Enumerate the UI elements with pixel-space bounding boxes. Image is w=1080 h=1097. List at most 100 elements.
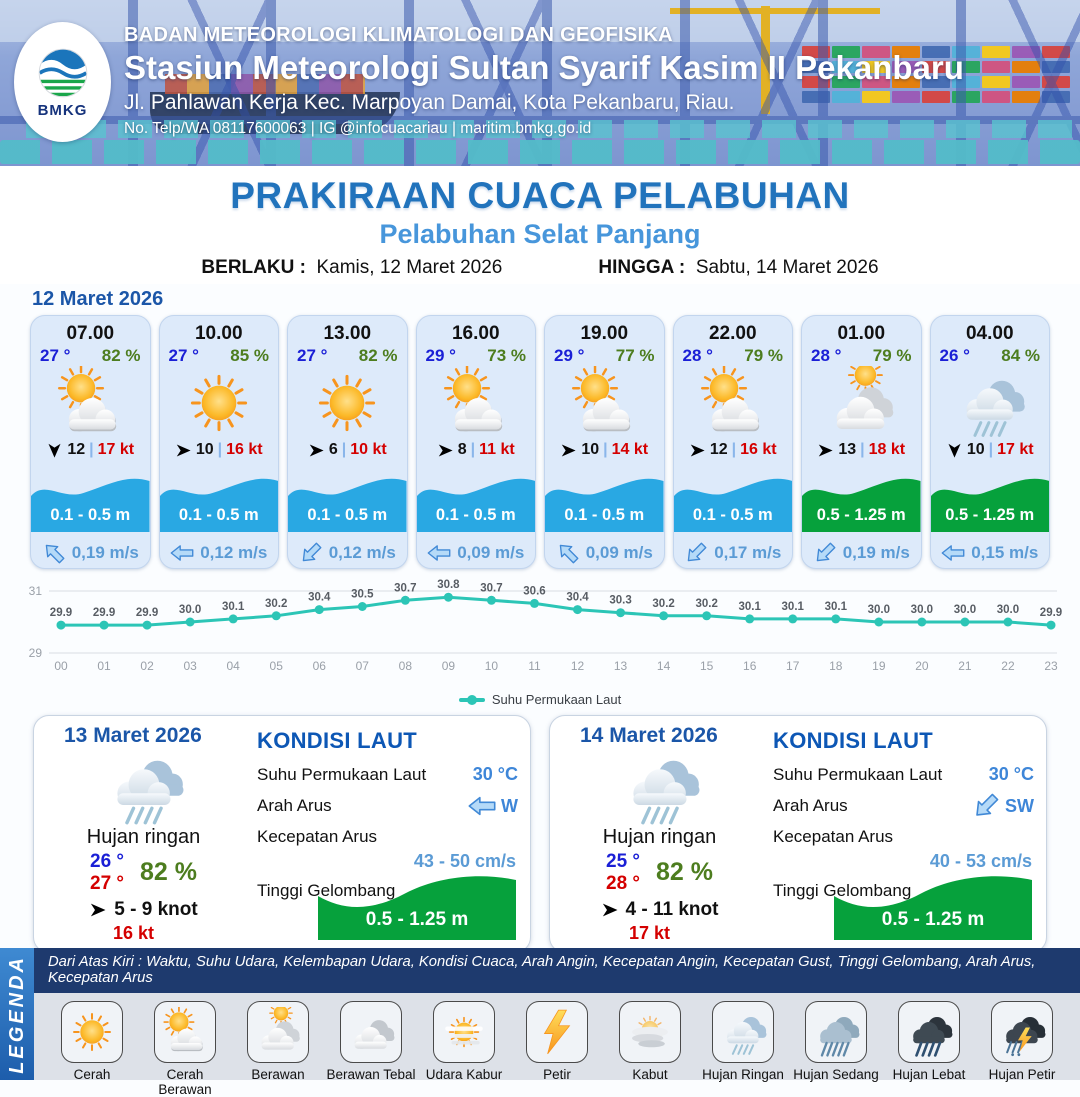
berlaku: BERLAKU : Kamis, 12 Maret 2026 (201, 257, 502, 279)
sst-chart-section: 31 29 29.9 00 29.9 01 29.9 02 30.0 03 30.1 04 30.2 05… (0, 569, 1080, 707)
current-direction-label: Arah Arus (257, 796, 332, 815)
agency-name: BADAN METEOROLOGI KLIMATOLOGI DAN GEOFIS… (124, 24, 673, 46)
wave-shape (930, 478, 1049, 532)
wind-speed: 12 (709, 441, 728, 458)
forecast-card: 19.00 29 ° 77 % 10 | 14 kt 0.1 - 0.5 m 0… (544, 315, 665, 569)
wind-direction-icon (437, 442, 454, 459)
current-direction-label: Arah Arus (773, 796, 848, 815)
temp-max: 27 ° (90, 872, 125, 894)
separator: | (603, 441, 608, 458)
legend-icon-box (340, 1001, 402, 1063)
humidity: 77 % (615, 346, 655, 365)
weather-icon (346, 1007, 396, 1057)
temp-humidity-row: 27 ° 82 % (31, 346, 150, 366)
weather-icon (310, 366, 384, 440)
wave-height-band: 0.1 - 0.5 m (416, 470, 535, 532)
svg-text:21: 21 (958, 659, 972, 673)
wind-direction-icon (89, 901, 107, 919)
wave-height: 0.1 - 0.5 m (435, 506, 516, 524)
current-direction-icon (295, 537, 326, 568)
svg-text:19: 19 (872, 659, 886, 673)
air-temperature: 29 ° (554, 346, 585, 365)
current-row: 0,09 m/s (545, 543, 664, 563)
current-direction-icon (941, 543, 965, 563)
gust-speed: 16 kt (112, 922, 155, 943)
wave-height-row: Tinggi Gelombang (773, 881, 1034, 901)
current-speed-label: Kecepatan Arus (773, 827, 894, 846)
current-direction-icon (681, 537, 712, 568)
forecast-card: 16.00 29 ° 73 % 8 | 11 kt 0.1 - 0.5 m 0,… (415, 315, 536, 569)
legend-marker-icon (458, 694, 485, 705)
title-section: PRAKIRAAN CUACA PELABUHAN Pelabuhan Sela… (0, 166, 1080, 284)
current-speed: 0,12 m/s (200, 543, 268, 562)
svg-text:02: 02 (140, 659, 154, 673)
svg-text:30.2: 30.2 (695, 598, 717, 610)
legend-title: LEGENDA (5, 954, 28, 1074)
svg-text:11: 11 (528, 659, 541, 673)
forecast-time: 22.00 (708, 323, 757, 344)
gust-speed: 17 kt (97, 441, 135, 458)
legend-icon-box (154, 1001, 216, 1063)
forecast-time: 13.00 (323, 323, 372, 344)
humidity: 82 % (101, 346, 141, 365)
current-speed: 0,09 m/s (585, 543, 653, 562)
current-speed: 0,12 m/s (328, 543, 396, 562)
legend-item-label: Cerah (73, 1067, 111, 1082)
legend-items: Cerah Cerah Berawan Berawan Berawan Teba… (34, 993, 1080, 1097)
wind-speed: 10 (195, 441, 214, 458)
temp-humidity-row: 28 ° 79 % (674, 346, 793, 366)
svg-text:15: 15 (700, 659, 714, 673)
separator: | (470, 441, 476, 458)
weather-icon (160, 1007, 210, 1057)
svg-text:30.4: 30.4 (308, 592, 331, 604)
weather-icon (98, 744, 190, 828)
sea-conditions: KONDISI LAUT Suhu Permukaan Laut 30 °C A… (241, 724, 518, 944)
air-temperature: 26 ° (939, 346, 970, 365)
current-speed-row: Kecepatan Arus (257, 827, 518, 847)
sst-row: Suhu Permukaan Laut 30 °C (257, 764, 518, 785)
current-direction-icon (552, 537, 583, 568)
wind-range: 5 - 9 knot (114, 898, 198, 920)
wave-height: 0.1 - 0.5 m (307, 506, 388, 524)
svg-text:29.9: 29.9 (50, 607, 72, 619)
legend-item: Cerah (46, 1001, 138, 1097)
legend-icon-box (712, 1001, 774, 1063)
svg-text:04: 04 (226, 659, 240, 673)
svg-text:00: 00 (54, 659, 68, 673)
separator: | (217, 441, 223, 458)
wave-height-value: 0.5 - 1.25 m (365, 909, 469, 930)
svg-text:30.0: 30.0 (911, 604, 933, 616)
svg-text:30.0: 30.0 (179, 604, 201, 616)
legend-note: Dari Atas Kiri : Waktu, Suhu Udara, Kele… (34, 948, 1080, 993)
weather-icon (811, 1007, 861, 1057)
weather-icon (53, 366, 127, 440)
current-direction-icon (809, 537, 840, 568)
gust-speed: 10 kt (350, 441, 387, 458)
wave-height-band: 0.1 - 0.5 m (159, 470, 278, 532)
current-direction-icon (427, 543, 451, 563)
day-cards-section: 13 Maret 2026 Hujan ringan 26 ° 27 ° 82 … (0, 707, 1080, 953)
station-address: Jl. Pahlawan Kerja Kec. Marpoyan Damai, … (124, 90, 735, 114)
day-date: 14 Maret 2026 (580, 724, 718, 747)
station-name: Stasiun Meteorologi Sultan Syarif Kasim … (124, 49, 964, 86)
humidity: 79 % (744, 346, 783, 365)
temp-humidity-row: 29 ° 73 % (417, 346, 536, 366)
svg-text:30.1: 30.1 (739, 601, 762, 613)
forecast-time: 19.00 (580, 323, 629, 344)
wind-row: 10 | 14 kt (560, 441, 648, 459)
wave-shape (318, 876, 516, 940)
day-card-left: 14 Maret 2026 Hujan ringan 25 ° 28 ° 82 … (562, 724, 757, 944)
berlaku-label: BERLAKU : (201, 257, 306, 278)
seats-illustration (26, 120, 1080, 138)
svg-text:01: 01 (97, 659, 111, 673)
legend-item-label: Kabut (632, 1067, 668, 1082)
current-direction-row: Arah Arus SW (773, 794, 1034, 818)
legend-item: Cerah Berawan (139, 1001, 231, 1097)
wave-height-value: 0.5 - 1.25 m (881, 909, 985, 930)
svg-text:29: 29 (29, 646, 43, 660)
hingga: HINGGA : Sabtu, 14 Maret 2026 (598, 257, 878, 279)
svg-text:14: 14 (657, 659, 671, 673)
humidity: 82 % (656, 858, 713, 887)
day-forecast-card: 14 Maret 2026 Hujan ringan 25 ° 28 ° 82 … (549, 715, 1047, 953)
weather-icon (439, 1007, 489, 1057)
